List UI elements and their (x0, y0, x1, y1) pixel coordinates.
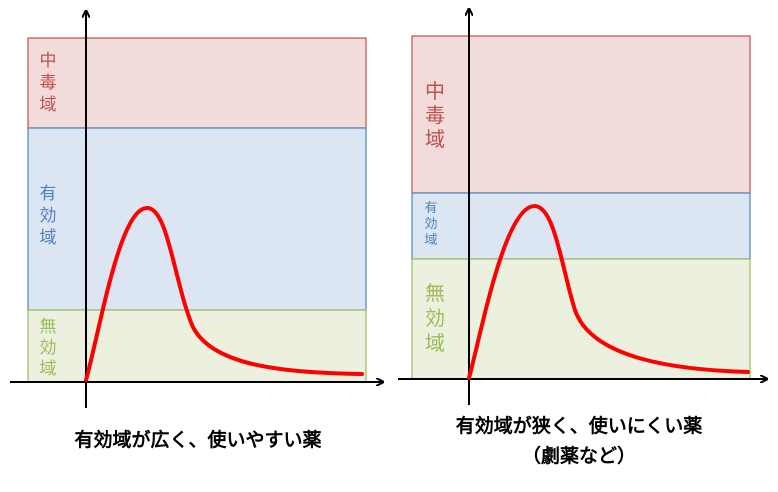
right-effective-label: 有 効 域 (424, 201, 437, 248)
right-diagram: 中 毒 域 有 効 域 無 効 域 有効域が狭く、使いにくい薬 （劇薬など） (398, 10, 766, 467)
svg-text:域: 域 (425, 331, 445, 355)
svg-text:毒: 毒 (425, 103, 445, 127)
svg-text:効: 効 (40, 206, 57, 226)
left-concentration-curve (84, 206, 364, 382)
svg-text:域: 域 (40, 359, 57, 379)
right-toxic-label: 中 毒 域 (425, 79, 445, 151)
svg-text:有: 有 (40, 184, 57, 204)
svg-text:域: 域 (40, 95, 57, 115)
svg-text:中: 中 (40, 51, 57, 71)
left-ineffective-label: 無 効 域 (40, 317, 57, 379)
left-toxic-label: 中 毒 域 (40, 51, 57, 115)
left-diagram: 中 毒 域 有 効 域 無 効 域 有効域が広く、使いやすい薬 (10, 12, 382, 451)
left-caption: 有効域が広く、使いやすい薬 (74, 428, 321, 451)
right-concentration-curve (467, 203, 750, 380)
svg-text:域: 域 (424, 233, 437, 248)
svg-text:無: 無 (40, 317, 57, 337)
svg-text:無: 無 (425, 281, 445, 305)
right-ineffective-label: 無 効 域 (425, 281, 445, 355)
left-effective-zone (27, 127, 367, 311)
right-caption-line2: （劇薬など） (522, 444, 636, 467)
svg-text:毒: 毒 (40, 73, 57, 93)
right-effective-zone (411, 192, 751, 260)
svg-text:効: 効 (425, 306, 445, 330)
svg-text:有: 有 (424, 201, 437, 216)
right-caption-line1: 有効域が狭く、使いにくい薬 (456, 414, 703, 437)
svg-text:域: 域 (40, 228, 57, 248)
svg-text:効: 効 (424, 217, 437, 232)
right-toxic-zone (411, 35, 751, 194)
svg-text:域: 域 (425, 127, 445, 151)
svg-text:中: 中 (425, 79, 445, 103)
svg-text:効: 効 (40, 338, 57, 358)
left-toxic-zone (27, 37, 367, 129)
left-effective-label: 有 効 域 (40, 184, 57, 248)
